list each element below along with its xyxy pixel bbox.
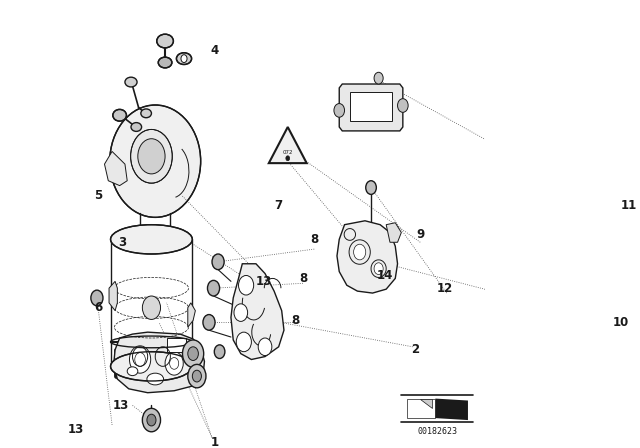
Circle shape	[181, 55, 187, 63]
Circle shape	[214, 345, 225, 358]
Text: 11: 11	[620, 198, 637, 211]
Polygon shape	[408, 399, 435, 418]
Ellipse shape	[147, 373, 164, 385]
Circle shape	[365, 181, 376, 194]
Polygon shape	[420, 399, 431, 408]
Text: 9: 9	[416, 228, 424, 241]
Text: 3: 3	[118, 236, 127, 249]
Circle shape	[397, 99, 408, 112]
Ellipse shape	[111, 225, 193, 254]
Circle shape	[236, 332, 252, 352]
Text: 14: 14	[376, 269, 393, 282]
Polygon shape	[339, 84, 403, 131]
Ellipse shape	[113, 109, 127, 121]
Polygon shape	[386, 223, 401, 242]
Ellipse shape	[131, 129, 172, 183]
Circle shape	[193, 370, 202, 382]
Polygon shape	[350, 92, 392, 121]
Text: 1: 1	[210, 436, 218, 448]
Text: 12: 12	[437, 282, 453, 295]
Ellipse shape	[110, 105, 201, 217]
Circle shape	[258, 338, 272, 356]
Circle shape	[91, 290, 103, 306]
Polygon shape	[269, 127, 307, 163]
Text: 13: 13	[255, 275, 271, 288]
Polygon shape	[405, 396, 470, 420]
Ellipse shape	[158, 57, 172, 68]
Circle shape	[212, 254, 224, 270]
Ellipse shape	[127, 367, 138, 375]
Circle shape	[142, 296, 161, 319]
Text: 7: 7	[275, 198, 283, 211]
Text: 8: 8	[299, 272, 307, 285]
Circle shape	[165, 352, 183, 375]
Text: 2: 2	[411, 343, 419, 356]
Circle shape	[129, 346, 150, 373]
Ellipse shape	[125, 77, 137, 87]
Polygon shape	[109, 281, 117, 310]
Ellipse shape	[131, 123, 141, 131]
Text: 6: 6	[94, 301, 102, 314]
Text: 8: 8	[310, 233, 318, 246]
Text: 10: 10	[613, 316, 629, 329]
Circle shape	[203, 314, 215, 330]
Ellipse shape	[177, 53, 191, 65]
Polygon shape	[166, 338, 186, 352]
Circle shape	[374, 263, 383, 275]
Circle shape	[286, 156, 290, 161]
Ellipse shape	[111, 352, 193, 381]
Polygon shape	[113, 332, 204, 393]
Circle shape	[173, 228, 182, 240]
Circle shape	[374, 72, 383, 84]
Polygon shape	[104, 151, 127, 185]
Ellipse shape	[157, 34, 173, 48]
Text: 8: 8	[291, 314, 300, 327]
Circle shape	[239, 276, 253, 295]
Polygon shape	[231, 264, 284, 359]
Circle shape	[188, 347, 198, 361]
Circle shape	[207, 280, 220, 296]
Text: 4: 4	[210, 44, 218, 57]
Circle shape	[354, 244, 365, 260]
Polygon shape	[435, 399, 468, 420]
Polygon shape	[337, 221, 397, 293]
Text: 072: 072	[282, 150, 293, 155]
Polygon shape	[188, 303, 195, 327]
Text: 00182623: 00182623	[418, 427, 458, 436]
Circle shape	[234, 304, 248, 321]
Text: 13: 13	[68, 423, 84, 436]
Circle shape	[142, 408, 161, 432]
Circle shape	[147, 414, 156, 426]
Circle shape	[188, 364, 206, 388]
Circle shape	[138, 139, 165, 174]
Text: 5: 5	[94, 189, 102, 202]
Text: 13: 13	[113, 399, 129, 412]
Circle shape	[182, 340, 204, 367]
Ellipse shape	[141, 109, 152, 118]
Circle shape	[334, 103, 344, 117]
